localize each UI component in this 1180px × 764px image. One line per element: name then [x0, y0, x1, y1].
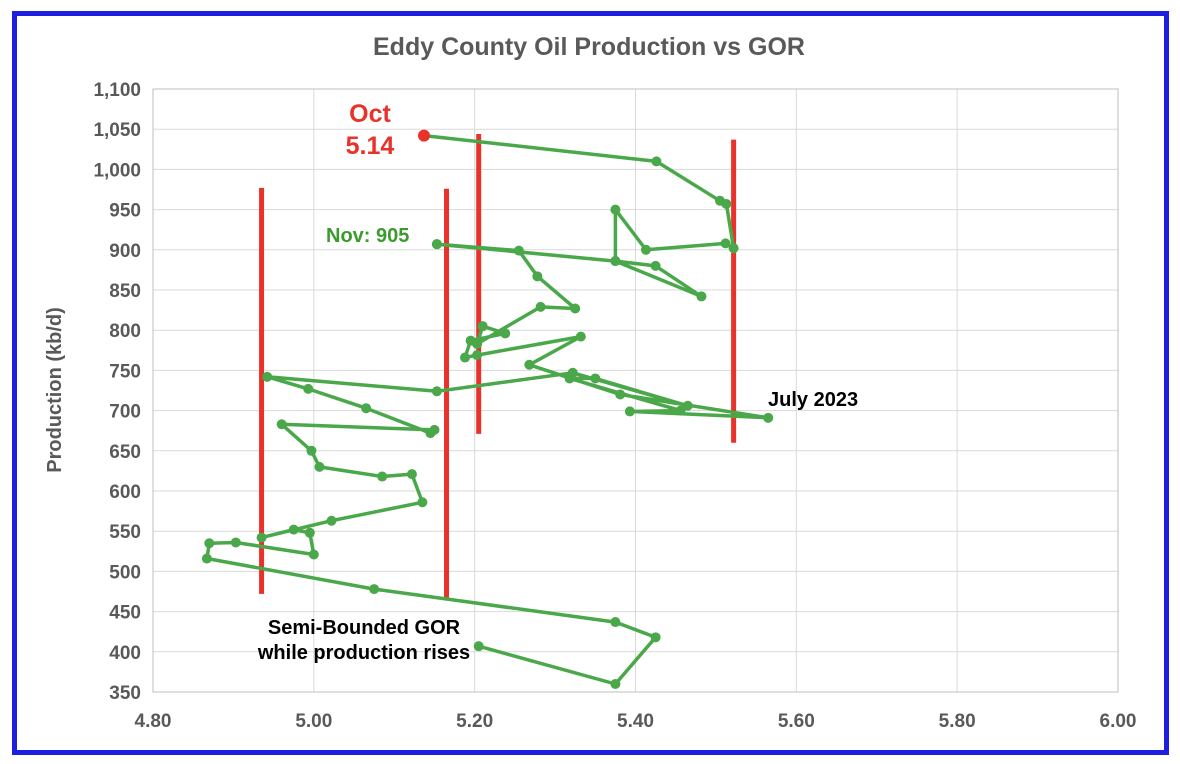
oct-value: 5.14 — [346, 132, 395, 160]
data-point — [262, 371, 273, 382]
data-point — [564, 373, 575, 384]
y-tick-label: 1,100 — [93, 80, 141, 101]
x-tick-label: 5.40 — [617, 711, 654, 732]
semi-bounded-line1: Semi-Bounded GOR — [268, 617, 461, 639]
data-point — [377, 471, 388, 482]
data-point — [326, 515, 337, 526]
y-tick-label: 1,000 — [93, 160, 141, 181]
data-point — [314, 461, 325, 472]
data-point — [361, 403, 372, 414]
y-tick-label: 600 — [109, 482, 141, 503]
gridlines — [152, 88, 1119, 693]
data-point — [650, 260, 661, 271]
data-point — [477, 321, 488, 332]
data-point — [535, 301, 546, 312]
data-point — [610, 617, 621, 628]
y-tick-label: 850 — [109, 281, 141, 302]
data-point — [696, 291, 707, 302]
x-tick-label: 5.60 — [778, 711, 815, 732]
data-point — [513, 245, 524, 256]
july-label: July 2023 — [768, 389, 858, 411]
data-point — [276, 419, 287, 430]
data-point — [431, 239, 442, 250]
plot-area-border — [152, 88, 1119, 693]
data-series — [201, 129, 774, 689]
nov-label: Nov: 905 — [326, 225, 409, 247]
data-point — [304, 527, 315, 538]
data-point — [524, 359, 535, 370]
data-point — [575, 331, 586, 342]
data-point — [472, 338, 483, 349]
reference-lines — [259, 134, 737, 600]
y-tick-label: 700 — [109, 402, 141, 423]
data-point — [682, 400, 693, 411]
data-point — [204, 538, 215, 549]
y-axis-label: Production (kb/d) — [44, 307, 66, 473]
y-tick-label: 550 — [109, 522, 141, 543]
y-tick-label: 450 — [109, 603, 141, 624]
x-tick-label: 4.80 — [135, 711, 172, 732]
data-point — [720, 238, 731, 249]
data-point — [369, 584, 380, 595]
data-point — [256, 532, 267, 543]
y-tick-label: 950 — [109, 201, 141, 222]
data-point — [610, 678, 621, 689]
data-point — [570, 303, 581, 314]
semi-bounded-line2: while production rises — [257, 642, 470, 664]
data-point — [590, 373, 601, 384]
y-tick-label: 900 — [109, 241, 141, 262]
y-tick-label: 800 — [109, 321, 141, 342]
data-point — [306, 445, 317, 456]
y-tick-label: 750 — [109, 361, 141, 382]
data-point — [610, 256, 621, 267]
data-point — [288, 524, 299, 535]
data-point — [675, 405, 686, 416]
x-tick-labels: 4.80 5.00 5.20 5.40 5.60 5.80 6.00 — [135, 711, 1137, 732]
data-point — [472, 350, 483, 361]
data-point — [624, 406, 635, 417]
data-point — [650, 632, 661, 643]
y-tick-label: 500 — [109, 562, 141, 583]
x-tick-label: 6.00 — [1100, 711, 1137, 732]
data-point — [406, 469, 417, 480]
annotations: Oct 5.14 Nov: 905 July 2023 Semi-Bounded… — [257, 100, 858, 664]
data-point — [308, 549, 319, 560]
x-tick-label: 5.80 — [939, 711, 976, 732]
data-point — [431, 386, 442, 397]
data-point — [473, 641, 484, 652]
x-tick-label: 5.00 — [295, 711, 332, 732]
data-point — [201, 553, 212, 564]
data-point — [425, 428, 436, 439]
latest-point-oct — [418, 129, 431, 142]
chart-title: Eddy County Oil Production vs GOR — [373, 33, 805, 61]
y-tick-labels: 350 400 450 500 550 600 650 700 750 800 850 900 950 1… — [93, 80, 141, 704]
data-point — [230, 537, 241, 548]
data-point — [615, 389, 626, 400]
x-tick-label: 5.20 — [456, 711, 493, 732]
oct-label: Oct — [349, 100, 391, 128]
y-tick-label: 1,050 — [93, 120, 141, 141]
data-point — [714, 195, 725, 206]
data-point — [763, 412, 774, 423]
data-point — [532, 271, 543, 282]
data-point — [651, 156, 662, 167]
data-point — [303, 383, 314, 394]
series-line — [422, 133, 736, 299]
data-point — [728, 243, 739, 254]
y-tick-label: 650 — [109, 442, 141, 463]
series-line — [205, 242, 770, 686]
data-point — [610, 204, 621, 215]
y-tick-label: 350 — [109, 683, 141, 704]
data-point — [640, 244, 651, 255]
data-point — [460, 352, 471, 363]
data-point — [500, 328, 511, 339]
y-tick-label: 400 — [109, 643, 141, 664]
data-point — [417, 497, 428, 508]
